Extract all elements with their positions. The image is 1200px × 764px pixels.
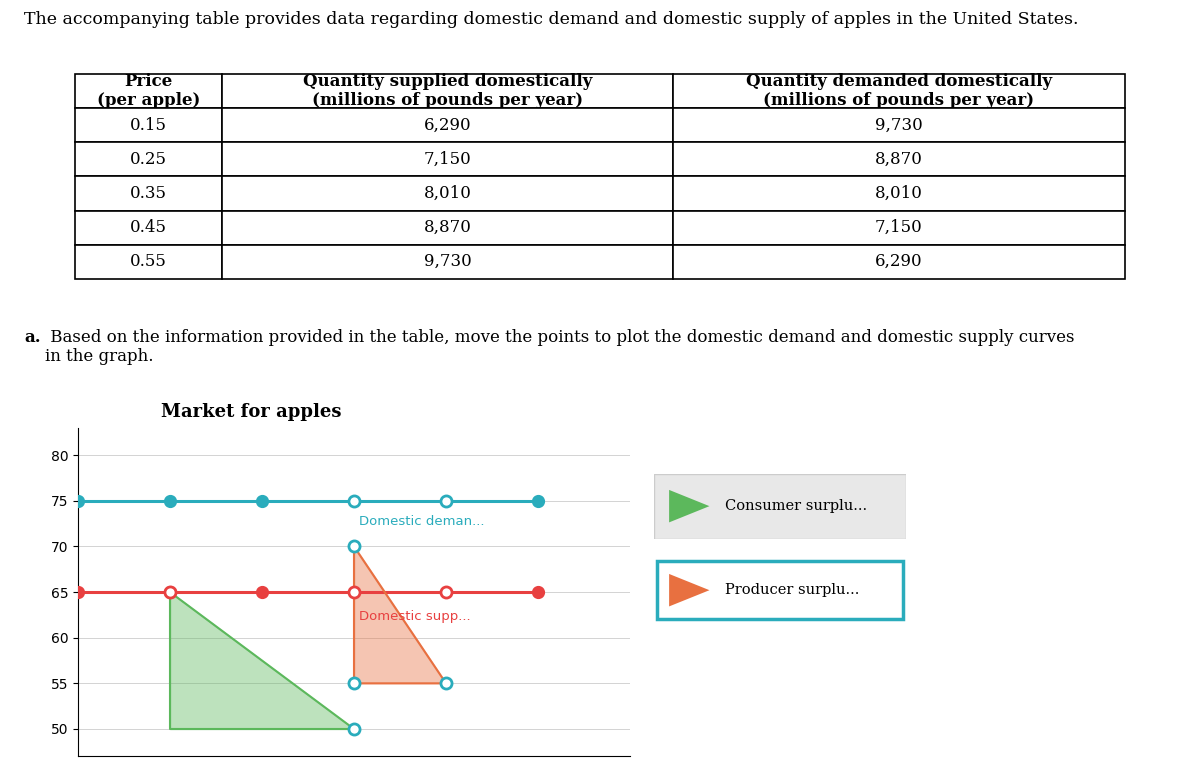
Text: Domestic supp...: Domestic supp... bbox=[359, 610, 470, 623]
Text: Domestic deman...: Domestic deman... bbox=[359, 514, 484, 527]
Text: a.: a. bbox=[24, 329, 41, 345]
Polygon shape bbox=[670, 490, 709, 523]
Text: Based on the information provided in the table, move the points to plot the dome: Based on the information provided in the… bbox=[44, 329, 1074, 365]
Text: The accompanying table provides data regarding domestic demand and domestic supp: The accompanying table provides data reg… bbox=[24, 11, 1079, 28]
FancyBboxPatch shape bbox=[654, 474, 906, 539]
Polygon shape bbox=[670, 574, 709, 607]
Text: Consumer surplu...: Consumer surplu... bbox=[725, 499, 866, 513]
Text: Producer surplu...: Producer surplu... bbox=[725, 583, 859, 597]
Polygon shape bbox=[170, 592, 354, 729]
Polygon shape bbox=[354, 546, 446, 683]
Text: Market for apples: Market for apples bbox=[161, 403, 341, 421]
FancyBboxPatch shape bbox=[656, 561, 904, 620]
